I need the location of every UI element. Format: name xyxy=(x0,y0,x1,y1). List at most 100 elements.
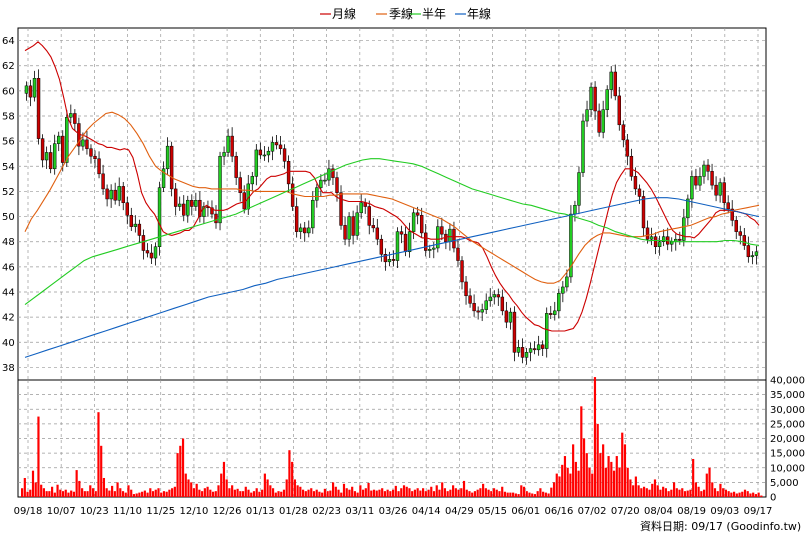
candle-body xyxy=(113,189,117,201)
volume-bar xyxy=(645,488,648,497)
volume-bar xyxy=(462,480,466,497)
candle-body xyxy=(424,232,428,251)
volume-bar xyxy=(555,473,558,497)
volume-bar xyxy=(672,482,676,497)
candle-body xyxy=(182,203,186,216)
candle-body xyxy=(452,228,456,249)
volume-bar xyxy=(503,491,507,497)
volume-bar xyxy=(21,488,24,497)
candle-body xyxy=(109,189,113,200)
volume-bar xyxy=(176,453,179,497)
volume-bar xyxy=(364,488,367,497)
volume-bar xyxy=(569,473,572,497)
candle-body xyxy=(65,117,69,163)
candle-body xyxy=(266,150,271,156)
date-axis: 09/18 10/07 10/23 11/10 11/25 12/10 12/26 01/13… xyxy=(14,506,773,517)
volume-bar xyxy=(26,491,29,497)
volume-bar xyxy=(430,486,433,497)
date-tick-label: 02/23 xyxy=(312,506,341,517)
volume-bar xyxy=(593,377,597,497)
volume-bar xyxy=(370,490,373,497)
volume-bar xyxy=(293,479,296,497)
volume-bar xyxy=(296,485,299,497)
candle-body xyxy=(278,144,283,149)
price-tick-label: 60 xyxy=(2,86,15,97)
volume-bar xyxy=(190,482,193,497)
volume-bar xyxy=(656,485,659,497)
candle-body xyxy=(32,78,37,98)
candle-body xyxy=(581,120,585,173)
volume-bar xyxy=(476,489,479,497)
candle-body xyxy=(557,293,561,312)
volume-bar xyxy=(634,476,637,497)
volume-bar xyxy=(154,489,157,497)
volume-bar xyxy=(149,488,152,497)
volume-bar xyxy=(42,488,46,497)
volume-tick-label: 35,000 xyxy=(770,390,805,401)
price-grid xyxy=(18,28,766,380)
legend: 月線 季線 半年 年線 xyxy=(320,6,491,21)
volume-bar xyxy=(416,488,419,497)
candle-body xyxy=(472,303,476,312)
candle-body xyxy=(141,235,146,251)
price-tick-label: 58 xyxy=(2,112,15,123)
candle-body xyxy=(625,139,630,157)
volume-bar xyxy=(506,492,509,497)
volume-bar xyxy=(623,444,627,497)
volume-bar xyxy=(585,453,588,497)
candle-body xyxy=(371,225,375,229)
volume-bar xyxy=(563,456,567,497)
candle-body xyxy=(294,206,299,232)
candle-body xyxy=(101,173,105,190)
volume-bar xyxy=(361,489,365,497)
candle-body xyxy=(702,164,706,177)
candle-body xyxy=(585,109,589,122)
volume-bar xyxy=(105,488,108,497)
price-tick-label: 46 xyxy=(2,262,15,273)
volume-bar xyxy=(222,461,226,497)
date-tick-label: 10/07 xyxy=(47,506,76,517)
volume-bar xyxy=(315,489,318,497)
volume-bar xyxy=(484,488,487,497)
candle-body xyxy=(319,179,323,188)
volume-bar xyxy=(441,482,444,497)
volume-bar xyxy=(612,470,616,497)
volume-bar xyxy=(171,488,174,497)
ma-quarter-line xyxy=(24,111,760,284)
volume-bar xyxy=(520,485,523,497)
volume-bar xyxy=(94,491,97,497)
candle-body xyxy=(28,85,33,98)
price-tick-label: 50 xyxy=(2,212,15,223)
volume-bar xyxy=(422,488,425,497)
candle-body xyxy=(391,259,396,261)
volume-bar xyxy=(282,489,286,497)
volume-bar xyxy=(288,450,291,497)
volume-bar xyxy=(217,485,220,497)
volume-bar xyxy=(675,488,678,497)
date-tick-label: 03/11 xyxy=(345,506,374,517)
volume-bar xyxy=(531,493,534,497)
candle-body xyxy=(282,148,287,162)
volume-bar xyxy=(738,492,741,497)
volume-bar xyxy=(51,486,54,497)
volume-tick-label: 5,000 xyxy=(770,478,799,489)
volume-bar xyxy=(539,488,542,497)
volume-bar xyxy=(181,438,185,497)
candle-body xyxy=(545,313,549,349)
candle-body xyxy=(153,246,158,259)
volume-bar xyxy=(187,479,190,497)
ma-month-line xyxy=(24,41,760,332)
candle-body xyxy=(710,171,714,186)
volume-bar xyxy=(607,456,610,497)
candle-body xyxy=(460,260,464,283)
candle-body xyxy=(714,184,718,196)
candle-body xyxy=(290,183,295,207)
volume-bar xyxy=(615,456,618,497)
volume-bar xyxy=(141,491,144,497)
candle-body xyxy=(375,227,380,240)
volume-bar xyxy=(438,489,441,497)
volume-bar xyxy=(602,444,605,497)
volume-tick-label: 30,000 xyxy=(770,405,805,416)
candle-body xyxy=(536,344,541,351)
